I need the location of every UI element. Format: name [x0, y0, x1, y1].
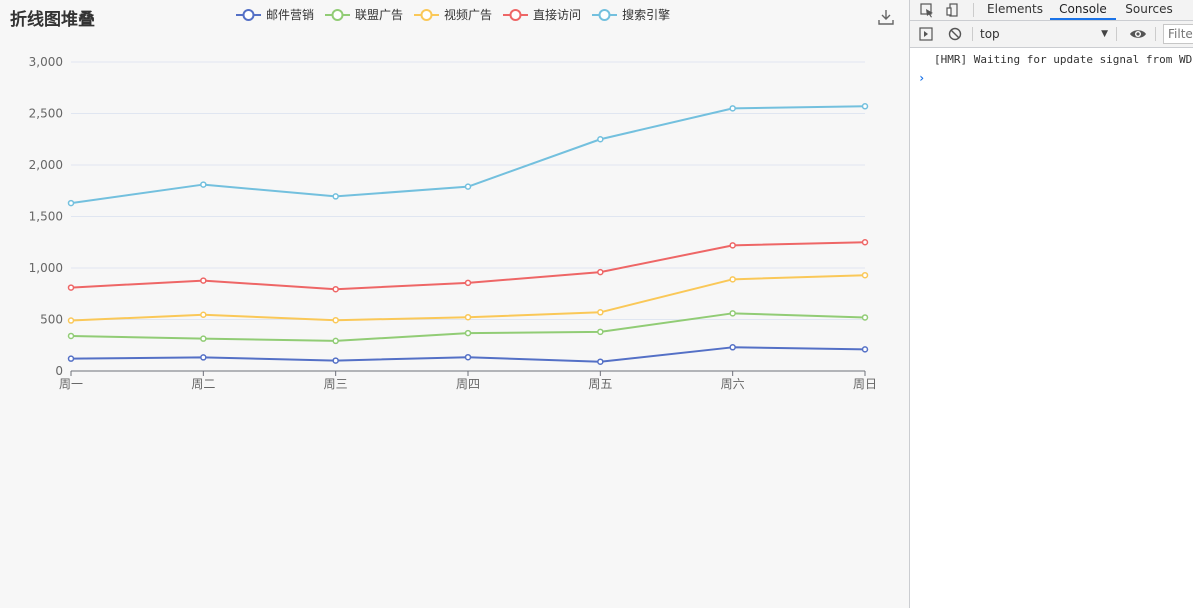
data-point — [861, 314, 869, 321]
legend-marker-icon — [325, 8, 351, 21]
download-icon — [878, 10, 894, 25]
devtools-panel: Elements Console Sources top ▼ — [909, 0, 1193, 608]
dropdown-arrow-icon: ▼ — [1101, 29, 1108, 39]
data-point — [67, 284, 75, 291]
y-tick-label: 3,000 — [29, 55, 63, 69]
data-point — [332, 285, 339, 293]
download-button[interactable] — [877, 8, 895, 26]
chart-panel: 0 500 1,000 1,500 2,000 2,500 3,000 周一 周二 周三 周四 周五 周… — [10, 6, 895, 391]
legend-label: 直接访问 — [533, 8, 582, 22]
data-point — [729, 242, 736, 249]
data-point — [597, 136, 604, 143]
console-toolbar: top ▼ — [910, 21, 1193, 48]
sidebar-toggle-icon — [919, 27, 933, 41]
inspect-element-button[interactable] — [916, 0, 938, 20]
y-tick-label: 2,000 — [29, 158, 63, 172]
x-tick-label: 周日 — [853, 377, 877, 391]
data-point — [67, 332, 75, 340]
y-tick-label: 1,000 — [29, 261, 63, 275]
data-point — [861, 239, 869, 246]
y-tick-label: 1,500 — [29, 210, 63, 224]
x-tick-label: 周一 — [59, 377, 83, 391]
data-point — [464, 313, 472, 321]
context-selector[interactable]: top ▼ — [980, 25, 1110, 43]
tab-elements[interactable]: Elements — [987, 2, 1043, 16]
context-selector-value: top — [980, 27, 1000, 41]
clear-console-button[interactable] — [944, 24, 966, 44]
x-tick-label: 周五 — [588, 377, 612, 391]
legend-item[interactable]: 视频广告 — [414, 6, 492, 23]
legend-marker-icon — [236, 8, 261, 21]
data-point — [597, 358, 604, 365]
data-point — [464, 183, 472, 190]
inspect-icon — [920, 3, 933, 18]
console-filter-input[interactable] — [1163, 24, 1193, 44]
eye-icon — [1130, 30, 1146, 38]
legend-item[interactable]: 联盟广告 — [325, 6, 403, 23]
chart-title: 折线图堆叠 — [10, 10, 95, 30]
legend-item[interactable]: 邮件营销 — [236, 6, 314, 23]
x-tick-label: 周三 — [324, 377, 348, 391]
data-point — [597, 309, 604, 316]
console-output: [HMR] Waiting for update signal from WDS… — [910, 48, 1193, 608]
data-point — [861, 271, 869, 279]
data-point — [597, 268, 604, 276]
device-toolbar-button[interactable] — [942, 0, 964, 20]
legend-marker-icon — [592, 8, 618, 21]
device-mode-icon — [946, 3, 958, 17]
x-tick-label: 周四 — [456, 377, 480, 391]
data-point — [332, 357, 339, 364]
chart-legend: 邮件营销 联盟广告 视频广告 直接访问 搜索引擎 — [236, 6, 681, 23]
live-expression-button[interactable] — [1127, 24, 1149, 44]
data-point — [332, 337, 339, 345]
toolbar-divider — [1116, 27, 1117, 41]
y-tick-label: 0 — [55, 364, 63, 378]
tab-console[interactable]: Console — [1050, 0, 1116, 20]
legend-item[interactable]: 搜索引擎 — [592, 6, 670, 23]
console-message: [HMR] Waiting for update signal from WDS… — [934, 53, 1193, 66]
data-point — [464, 353, 472, 361]
data-point — [861, 346, 869, 353]
y-tick-label: 2,500 — [29, 107, 63, 121]
chart-canvas: 0 500 1,000 1,500 2,000 2,500 3,000 周一 周二 周三 周四 周五 周… — [29, 55, 877, 391]
data-point — [200, 277, 207, 284]
data-point — [861, 103, 869, 110]
data-point — [464, 329, 472, 337]
console-prompt[interactable]: › — [918, 71, 926, 85]
data-point — [200, 181, 207, 188]
data-point — [729, 344, 736, 351]
data-point — [597, 328, 604, 336]
toolbar-divider — [972, 27, 973, 41]
toolbar-divider — [1155, 27, 1156, 41]
data-point — [729, 105, 736, 112]
x-tick-label: 周二 — [191, 377, 215, 391]
legend-label: 视频广告 — [444, 8, 493, 22]
data-point — [67, 199, 75, 207]
data-point — [332, 193, 339, 200]
data-point — [729, 310, 736, 317]
clear-icon — [948, 27, 962, 41]
data-point — [200, 354, 207, 361]
data-point — [729, 276, 736, 283]
legend-marker-icon — [414, 8, 440, 21]
x-tick-label: 周六 — [721, 377, 745, 391]
data-point — [332, 316, 339, 324]
legend-label: 邮件营销 — [266, 8, 315, 22]
show-sidebar-button[interactable] — [915, 24, 937, 44]
legend-label: 联盟广告 — [355, 8, 404, 22]
toolbar-divider — [973, 3, 974, 17]
devtools-tabbar: Elements Console Sources — [910, 0, 1193, 21]
y-tick-label: 500 — [40, 313, 63, 327]
legend-label: 搜索引擎 — [622, 8, 671, 22]
legend-item[interactable]: 直接访问 — [503, 6, 581, 23]
data-point — [67, 317, 75, 324]
data-point — [200, 335, 207, 342]
data-point — [464, 279, 472, 287]
data-point — [200, 311, 207, 319]
legend-marker-icon — [503, 8, 529, 21]
tab-sources[interactable]: Sources — [1125, 2, 1173, 16]
data-point — [67, 355, 75, 362]
